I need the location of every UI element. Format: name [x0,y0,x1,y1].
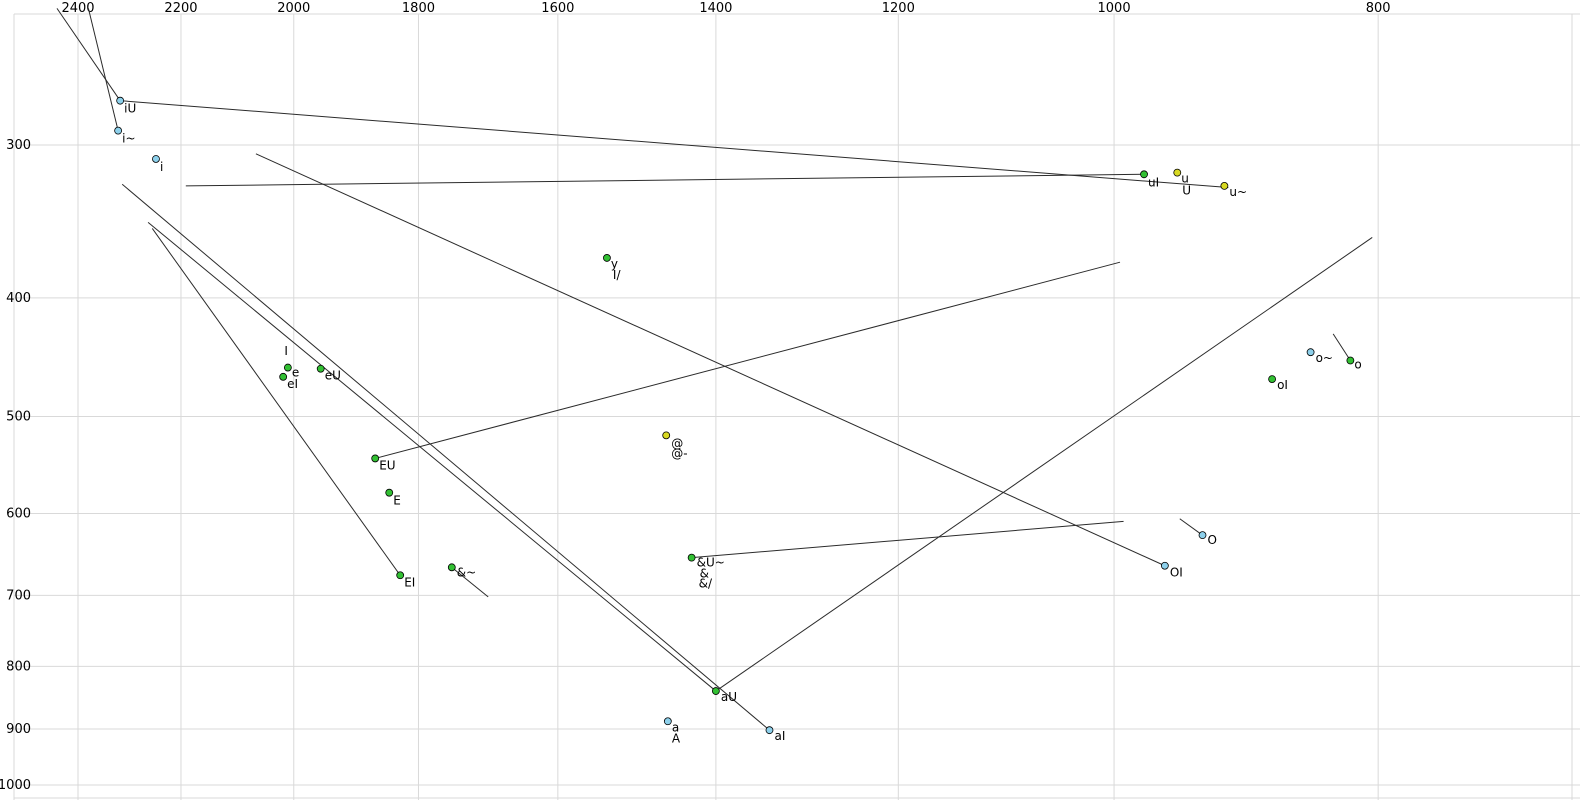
y-tick-label: 300 [6,138,31,153]
point-dot [603,254,611,262]
point-label: &/ [699,577,713,591]
point-dot [1268,375,1277,384]
trajectory-line [147,221,717,692]
point-label: OI [1170,566,1183,580]
point-label: A [672,731,681,745]
point-dot [662,431,671,440]
point-dot [711,687,720,695]
point-dot [114,126,123,135]
point-label: iU [124,102,136,116]
point-dot [152,155,160,163]
x-tick-label: 1600 [541,1,574,16]
trajectory-line [1179,518,1203,536]
y-tick-label: 600 [6,506,31,521]
trajectory-line [87,8,119,131]
x-tick-label: 2200 [164,1,197,16]
trajectory-line [1332,333,1351,361]
point-label: U [1182,184,1191,198]
point-dot [316,364,325,373]
point-label: oI [1277,378,1288,392]
axis-tick-labels: 2400 2200 2000 1800 1600 1400 1200 1000 800 300 40… [0,1,1391,793]
point-dot [765,726,774,735]
point-dot [283,363,292,372]
point-label: &~ [457,565,476,579]
point-dot [371,454,380,463]
point-label: o [1354,358,1361,372]
x-tick-label: 2400 [61,1,94,16]
point-label: EI [404,575,415,589]
point-dot [116,96,125,105]
x-tick-label: 1000 [1098,1,1131,16]
trajectory-line [185,173,1145,187]
y-tick-label: 700 [6,588,31,603]
y-tick-label: 1000 [0,778,31,793]
grid [13,13,1580,800]
trajectory-line [255,153,1166,567]
point-label: eI [287,377,298,391]
point-label: i [160,160,163,174]
point-dot [385,488,394,497]
y-tick-label: 800 [6,659,31,674]
trajectory-line [715,237,1373,692]
point-label: aU [721,690,737,704]
y-tick-label: 400 [6,291,31,306]
point-dot [1306,348,1315,357]
trajectory-line [375,261,1121,459]
point-dot [1198,531,1207,540]
point-dot [663,717,672,726]
trajectory-line [120,100,1229,189]
x-tick-label: 1200 [882,1,915,16]
trajectory-line [691,520,1124,559]
point-dot [396,571,405,580]
point-label: y [611,257,618,271]
point-label: & [700,567,709,581]
point-label: aI [774,729,785,743]
point-label: a [672,720,679,734]
point-label: u [1181,172,1189,186]
point-label: e [292,366,299,380]
point-dot [1160,561,1169,570]
y-tick-label: 500 [6,410,31,425]
point-label: I/ [613,268,622,282]
trajectory-line [56,8,121,101]
trajectory-lines [56,8,1373,731]
point-label: o~ [1316,351,1333,365]
trajectory-line [151,228,401,576]
point-label: uI [1148,175,1159,189]
x-tick-label: 2000 [277,1,310,16]
point-dot [687,553,696,562]
point-dot [279,372,288,381]
point-label: E [393,494,401,508]
point-label: &U~ [697,556,725,570]
trajectory-line [121,183,770,731]
trajectory-line [451,566,489,598]
point-label: i~ [122,132,135,146]
point-label: I [284,344,288,358]
x-tick-label: 1400 [699,1,732,16]
x-tick-label: 1800 [402,1,435,16]
point-label: EU [379,458,395,472]
point-label: eU [325,369,341,383]
x-tick-label: 800 [1366,1,1391,16]
point-dot [1140,170,1148,179]
point-label: u~ [1229,185,1247,199]
point-dot [1220,182,1229,190]
point-label: @ [671,436,683,450]
point-dot [447,563,456,572]
y-tick-label: 900 [6,722,31,737]
point-label: @- [671,446,687,460]
point-dot [1346,356,1355,365]
point-dot [1173,168,1182,177]
point-label: O [1208,533,1217,547]
